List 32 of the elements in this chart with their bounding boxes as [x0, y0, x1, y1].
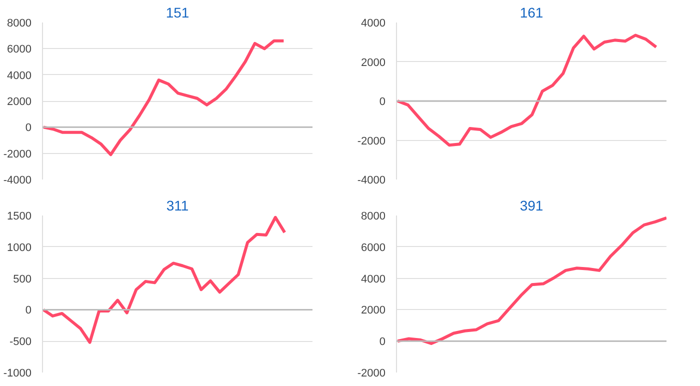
- y-tick-label: 1000: [7, 242, 32, 254]
- line-series: [42, 216, 286, 344]
- y-tick-label: 500: [13, 273, 32, 286]
- y-tick-label: -2000: [357, 135, 386, 148]
- y-tick-label: 0: [379, 336, 386, 348]
- line-series: [396, 34, 658, 147]
- y-tick-label: 2000: [7, 96, 32, 108]
- chart-title: 311: [166, 198, 189, 214]
- chart-title: 161: [520, 4, 544, 20]
- y-tick-label: -4000: [357, 174, 386, 186]
- y-tick-label: 1500: [7, 210, 32, 222]
- y-tick-label: 2000: [361, 56, 386, 69]
- y-tick-label: -2000: [3, 148, 32, 160]
- line-series: [42, 39, 286, 156]
- y-tick-label: -500: [9, 336, 32, 348]
- chart-title: 391: [520, 198, 544, 214]
- chart-title: 151: [166, 4, 190, 20]
- y-tick-label: 0: [379, 96, 386, 108]
- y-tick-label: 0: [25, 304, 32, 317]
- y-tick-label: 8000: [7, 18, 32, 30]
- y-tick-label: 4000: [361, 18, 386, 30]
- y-tick-label: 6000: [361, 242, 386, 254]
- y-tick-label: -4000: [3, 174, 32, 186]
- y-tick-label: 6000: [7, 44, 32, 56]
- y-tick-label: 4000: [361, 273, 386, 286]
- y-tick-label: -2000: [357, 368, 386, 380]
- y-tick-label: 0: [25, 122, 32, 134]
- y-tick-label: 2000: [361, 304, 386, 317]
- line-series: [396, 216, 666, 345]
- y-tick-label: 8000: [361, 210, 386, 222]
- y-tick-label: 4000: [7, 70, 32, 82]
- y-tick-label: -1000: [3, 368, 32, 380]
